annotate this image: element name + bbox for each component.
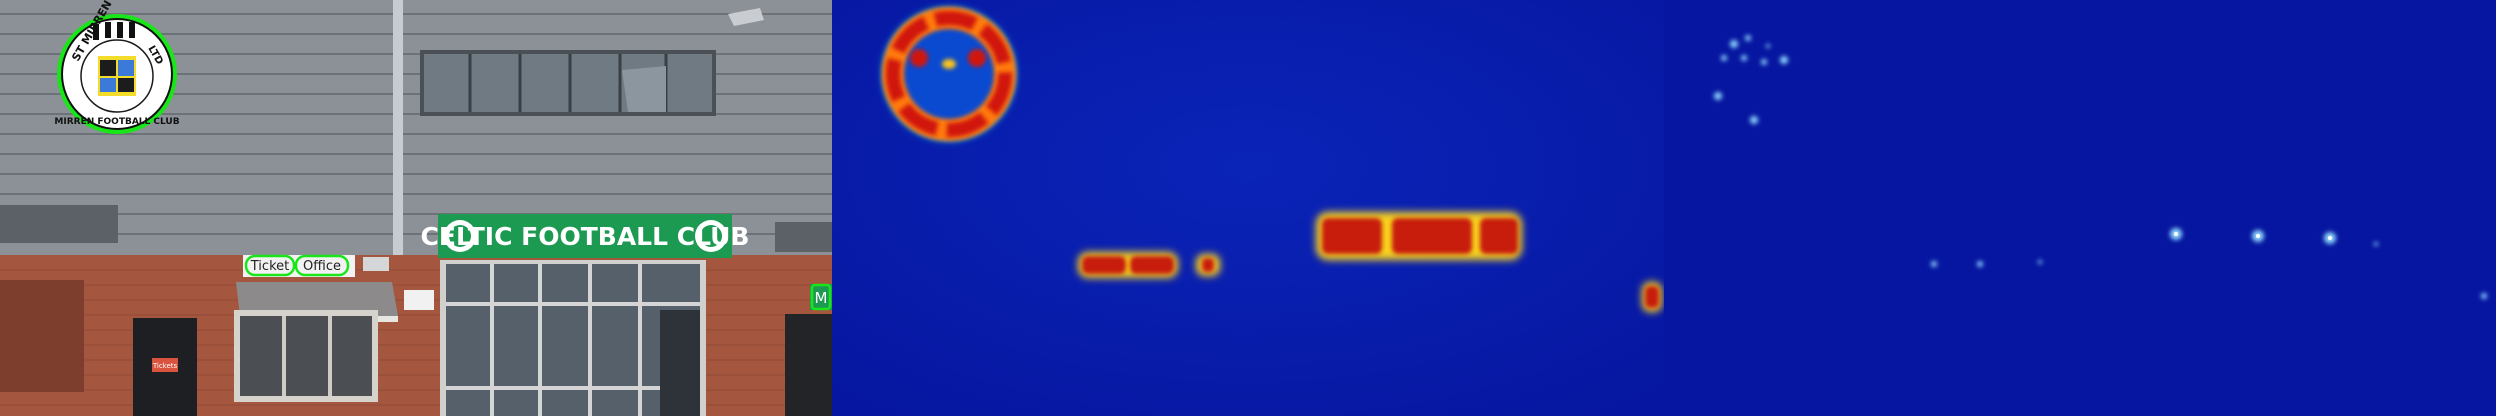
side-sign xyxy=(810,284,832,310)
side-sign-letter: M xyxy=(815,289,828,307)
heat-ticket-office xyxy=(1078,252,1178,278)
brick-wall xyxy=(0,255,832,416)
brick-lattice xyxy=(0,280,84,392)
ticket-word: Ticket xyxy=(250,259,289,274)
office-word: Office xyxy=(303,259,341,274)
center-heatmap-panel xyxy=(1664,0,2496,416)
right-door xyxy=(785,314,832,416)
heatmap-background-2 xyxy=(1664,0,2496,416)
detection-box-side xyxy=(810,283,832,311)
upper-window xyxy=(420,50,716,116)
awning xyxy=(236,282,398,316)
cctv-camera xyxy=(363,257,389,271)
region-heatmap-panel xyxy=(832,0,1664,416)
detection-box-ticket xyxy=(244,254,296,277)
heat-cctv xyxy=(1196,254,1220,276)
vent-right xyxy=(775,222,832,252)
center-heatmap xyxy=(1664,0,2496,416)
heat-celtic-sign xyxy=(1316,212,1522,260)
stadium-photo: Tickets Ticket Office CELTIC FOOTBA xyxy=(0,0,832,416)
door-sign-text: Tickets xyxy=(152,362,178,370)
celtic-sign-text: CELTIC FOOTBALL CLUB xyxy=(421,222,750,251)
drain-pipe xyxy=(393,0,403,416)
photo-panel: Tickets Ticket Office CELTIC FOOTBA xyxy=(0,0,832,416)
center-dots xyxy=(1714,35,2487,299)
heat-side-sign xyxy=(1642,282,1662,312)
region-heatmap xyxy=(832,0,1664,416)
detection-box-office xyxy=(294,254,350,277)
shop-door xyxy=(660,310,700,416)
st-mirren-badge: ST MIRREN LTD MIRREN FOOTBALL CLUB xyxy=(54,0,180,134)
door-sign xyxy=(152,358,178,372)
ticket-office-sign xyxy=(243,255,355,277)
center-dot-cores xyxy=(2174,232,2332,240)
heat-badge-ring xyxy=(882,7,1016,141)
direction-sign xyxy=(404,290,434,310)
badge-text-bottom: MIRREN FOOTBALL CLUB xyxy=(54,117,179,127)
ticket-window xyxy=(240,316,372,396)
celtic-sign xyxy=(438,214,732,258)
vent-left xyxy=(0,205,118,243)
floodlight xyxy=(728,8,764,26)
